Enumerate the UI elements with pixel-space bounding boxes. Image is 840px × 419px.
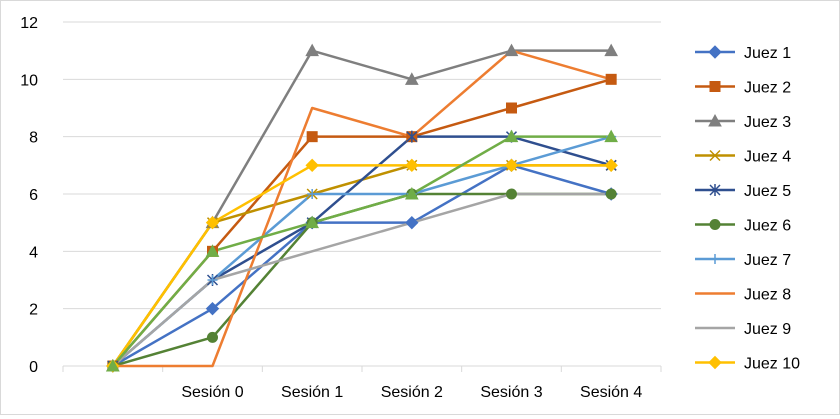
y-axis-tick-labels: 0 2 4 6 8 10 12 [20,15,38,376]
legend-swatch-marker [709,149,721,162]
y-tick-label: 8 [29,130,38,147]
series-line [112,49,612,368]
series-line [111,164,612,367]
data-point [207,275,218,285]
x-tick-label: Sesión 0 [181,384,243,401]
legend-label: Juez 8 [744,287,791,304]
data-point [504,43,519,57]
data-point [207,331,218,343]
data-point [604,158,618,173]
data-point [405,158,419,173]
legend-label: Juez 10 [744,356,800,373]
legend-swatch-marker [709,81,721,92]
data-point [504,158,519,173]
series-lines [111,49,612,368]
legend-label: Juez 5 [744,183,791,200]
y-tick-label: 2 [29,302,38,319]
data-point [404,72,419,85]
data-point [205,215,220,230]
legend-label: Juez 6 [744,218,791,235]
data-point [504,129,519,143]
legend-swatch-marker [708,355,722,370]
data-point [305,215,320,229]
data-point [305,158,319,173]
data-point [305,43,320,57]
x-tick-label: Sesión 3 [480,384,542,401]
legend-label: Juez 1 [744,45,791,62]
series-line [111,164,612,367]
data-point [605,188,617,200]
data-point [205,301,220,316]
legend-swatch-marker [708,45,722,59]
legend: Juez 1 Juez 2 Juez 3 Juez 4 Juez 5 Juez 6 Juez… [695,45,800,373]
x-tick-label: Sesión 2 [381,384,443,401]
series-line [112,164,612,368]
y-tick-label: 12 [20,15,38,32]
legend-label: Juez 3 [744,114,791,131]
data-point [404,186,419,200]
data-point [405,215,419,230]
legend-label: Juez 7 [744,252,791,269]
x-tick-label: Sesión 1 [281,384,343,401]
x-axis-tick-labels: Sesión 0 Sesión 1 Sesión 2 Sesión 3 Sesión 4 [181,384,642,401]
data-point [604,43,619,57]
data-point [105,358,120,372]
data-point [506,188,517,200]
legend-label: Juez 9 [744,321,791,338]
data-point [604,129,619,143]
legend-swatch-marker [710,254,720,264]
data-point [406,130,418,143]
data-point [205,244,220,257]
series-line [112,192,612,367]
data-point [307,189,318,199]
data-point [506,102,517,114]
y-tick-label: 10 [20,72,38,89]
y-tick-label: 4 [29,244,38,261]
legend-label: Juez 4 [744,149,791,166]
data-point [605,73,617,85]
series-line [111,135,612,367]
legend-label: Juez 2 [744,80,791,97]
legend-swatch-marker [709,184,721,196]
y-tick-label: 0 [29,359,38,376]
legend-swatch-marker [709,219,721,230]
series-markers [105,43,619,373]
legend-swatch-marker [708,113,722,127]
y-tick-label: 6 [29,187,38,204]
data-point [306,131,318,143]
x-tick-label: Sesión 4 [580,384,642,401]
